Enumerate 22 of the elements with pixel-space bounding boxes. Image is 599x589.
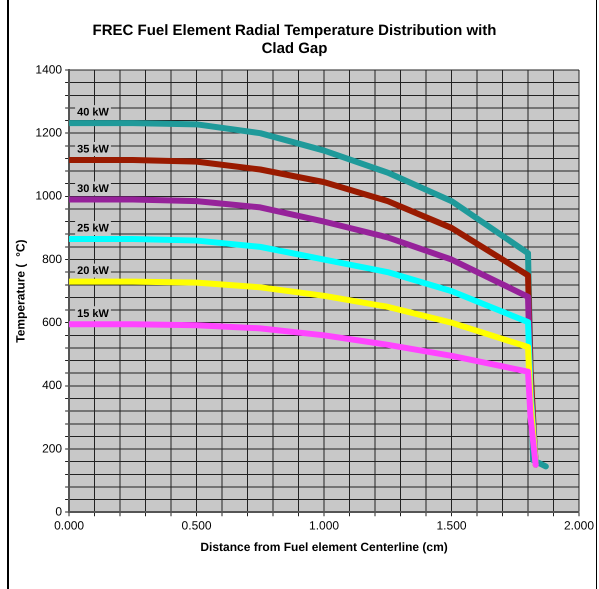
y-tick-label: 1200 — [35, 125, 62, 140]
x-tick-label: 2.000 — [564, 518, 594, 533]
y-axis-title: Temperature ( °C) — [14, 239, 28, 343]
x-tick-label: 0.000 — [54, 518, 84, 533]
series-label: 30 kW — [77, 183, 110, 196]
x-tick-label: 1.500 — [436, 518, 467, 533]
x-tick-label: 0.500 — [182, 518, 212, 533]
x-tick-label: 1.000 — [309, 518, 340, 533]
series-label: 15 kW — [77, 308, 110, 320]
y-tick-label: 400 — [42, 378, 62, 392]
y-tick-label: 1000 — [35, 188, 62, 203]
y-tick-label: 600 — [42, 315, 62, 329]
series-label: 40 kW — [77, 106, 110, 119]
y-tick-label: 0 — [55, 504, 62, 519]
x-axis-title: Distance from Fuel element Centerline (cm) — [200, 540, 448, 554]
y-tick-label: 800 — [42, 252, 62, 266]
y-tick-label: 200 — [42, 441, 62, 456]
y-tick-label: 1400 — [35, 62, 62, 76]
series-label: 20 kW — [77, 265, 110, 278]
series-label: 25 kW — [77, 222, 110, 235]
chart-title: FREC Fuel Element Radial Temperature Distribution with Clad Gap — [92, 22, 496, 58]
series-label: 35 kW — [77, 144, 110, 156]
